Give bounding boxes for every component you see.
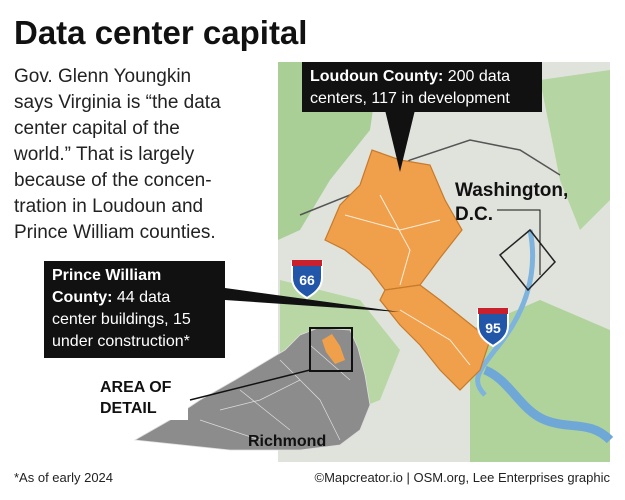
callout-loudoun-line: Loudoun County: 200 data — [310, 68, 510, 85]
inset-highlight — [322, 334, 345, 364]
roads — [344, 194, 471, 366]
title: Data center capital — [14, 14, 307, 51]
green-area — [540, 70, 610, 230]
pointer — [225, 288, 400, 312]
dc-boundary — [498, 228, 556, 292]
virginia-inset — [133, 327, 371, 451]
place-label: Washington, — [455, 180, 568, 201]
county-lines — [199, 344, 351, 441]
river — [475, 229, 536, 397]
callout-text: 44 data — [117, 289, 170, 306]
credit: ©Mapcreator.io | OSM.org, Lee Enterprise… — [315, 470, 611, 485]
prince-william-county — [379, 284, 491, 391]
interstate-shield: 66 — [291, 260, 323, 300]
intro-line: tration in Loudoun and — [14, 196, 203, 217]
label-box — [96, 374, 188, 420]
shield-number: 95 — [485, 320, 501, 336]
callout-text: center buildings, 15 — [52, 311, 191, 328]
interstate-shield: 95 — [477, 308, 509, 348]
intro-line: Gov. Glenn Youngkin — [14, 66, 191, 87]
callout-label: Loudoun County: — [310, 68, 443, 85]
callout-box — [302, 62, 542, 112]
shield-number: 66 — [299, 272, 315, 288]
area-of-detail-box — [309, 327, 353, 372]
river — [483, 365, 614, 444]
pointer — [189, 369, 311, 401]
pointer — [497, 209, 541, 275]
shield — [291, 261, 323, 300]
footnote: *As of early 2024 — [14, 470, 113, 485]
intro-line: Prince William counties. — [14, 222, 216, 243]
callout-text: under construction* — [52, 333, 190, 350]
intro-line: says Virginia is “the data — [14, 92, 221, 113]
shield-band — [292, 260, 322, 266]
pointer — [385, 110, 415, 172]
intro-line: center capital of the — [14, 118, 180, 139]
border — [299, 139, 561, 216]
callout-label: Prince William — [52, 267, 161, 284]
intro-line: because of the concen- — [14, 170, 212, 191]
callout-text: 200 data — [448, 68, 510, 85]
callout-box — [44, 261, 225, 358]
area-label: DETAIL — [100, 400, 157, 417]
callout-label: County: — [52, 289, 112, 306]
place-label: Richmond — [248, 433, 326, 450]
callout-text: centers, 117 in development — [310, 90, 510, 107]
intro: Gov. Glenn Youngkin says Virginia is “th… — [13, 66, 221, 243]
shield — [477, 309, 509, 348]
place-label: D.C. — [455, 204, 493, 225]
area-label: AREA OF — [100, 379, 172, 396]
shield-band — [478, 308, 508, 314]
intro-line: world.” That is largely — [13, 144, 195, 165]
callout-pw-line: County: 44 data — [52, 289, 170, 306]
